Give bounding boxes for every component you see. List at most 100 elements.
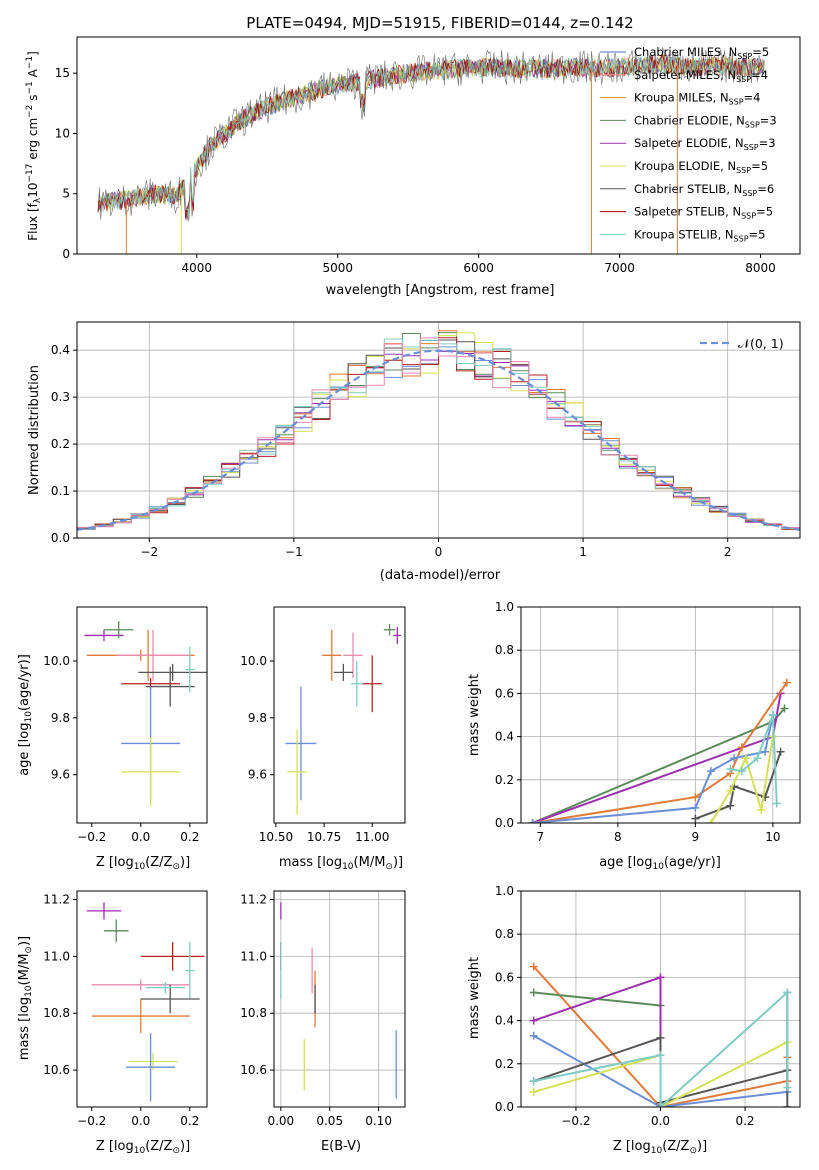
weight-marker <box>757 806 766 815</box>
x-tick-label: 7000 <box>604 261 635 275</box>
axes-frame <box>520 606 801 824</box>
x-tick-label: 0 <box>435 545 443 559</box>
y-tick-label: 0.4 <box>51 343 70 357</box>
y-tick-label: 0.0 <box>495 816 514 830</box>
x-tick-label: 0.0 <box>131 830 150 844</box>
x-tick-label: 0.2 <box>180 1114 199 1128</box>
legend-entry: Kroupa MILES, NSSP=4 <box>634 91 760 107</box>
y-tick-label: 0.8 <box>495 643 514 657</box>
histogram-series <box>77 337 800 529</box>
y-tick-label: 11.2 <box>43 893 70 907</box>
x-tick-label: 0.05 <box>316 1114 343 1128</box>
mass-vs-ebv-xlabel: E(B-V) <box>321 1139 361 1154</box>
y-tick-label: 10.8 <box>43 1006 70 1020</box>
plot-area <box>529 962 792 1107</box>
weight-marker <box>691 793 700 802</box>
spectrum-series <box>97 53 765 218</box>
legend-entry: Kroupa STELIB, NSSP=5 <box>634 227 765 243</box>
residuals-plot: −2 −1 0 1 2 0.0 0.1 0.2 0.3 0.4 𝒩(0, 1) <box>51 321 801 559</box>
x-tick-label: −2 <box>140 545 158 559</box>
weight-series <box>532 714 774 823</box>
y-tick-label: 5 <box>62 187 70 201</box>
y-tick-label: 0 <box>62 247 70 261</box>
weight-marker <box>656 1033 665 1042</box>
mass-weight-vs-metallicity-xlabel: Z [log10(Z/Z⊙)] <box>613 1139 707 1156</box>
y-tick-label: 0.3 <box>51 390 70 404</box>
weight-marker <box>726 765 735 773</box>
age-vs-mass-xlabel: mass [log10(M/M⊙)] <box>279 855 403 872</box>
mass-weight-vs-age-xlabel: age [log10(age/yr)] <box>599 855 721 872</box>
age-vs-mass-panel: 10.50 10.75 11.00 9.6 9.8 10.0 mass [log10(M/… <box>240 606 406 872</box>
spectrum-legend: Chabrier MILES, NSSP=5 Salpeter MILES, NS… <box>600 45 777 243</box>
weight-marker <box>529 1016 538 1025</box>
spectrum-xlabel: wavelength [Angstrom, rest frame] <box>326 283 555 298</box>
y-tick-label: 10 <box>55 126 70 140</box>
weight-marker <box>726 801 735 810</box>
plot-area <box>285 624 402 815</box>
normal-curve <box>77 349 800 531</box>
axes-frame <box>273 606 406 824</box>
mass-weight-vs-age-plot: 7 8 9 10 0.0 0.2 0.4 0.6 0.8 1.0 <box>495 600 801 844</box>
y-tick-label: 11.0 <box>240 949 267 963</box>
residuals-ylabel: Normed distribution <box>27 365 42 495</box>
weight-marker <box>741 754 750 763</box>
legend-entry: Kroupa ELODIE, NSSP=5 <box>634 159 768 175</box>
x-tick-label: 9 <box>692 830 700 844</box>
x-tick-label: 10.75 <box>307 830 341 844</box>
x-tick-label: 4000 <box>182 261 213 275</box>
y-tick-label: 9.8 <box>248 711 267 725</box>
mass-vs-metallicity-xlabel: Z [log10(Z/Z⊙)] <box>96 1139 190 1156</box>
y-tick-label: 0.2 <box>495 773 514 787</box>
plot-area <box>280 902 397 1099</box>
x-tick-label: 7 <box>537 830 545 844</box>
plot-area <box>84 621 207 806</box>
weight-marker <box>737 767 746 776</box>
x-tick-label: 10 <box>765 830 780 844</box>
weight-marker <box>753 754 762 763</box>
weight-marker <box>529 1077 538 1086</box>
legend-entry: Chabrier MILES, NSSP=5 <box>634 45 769 61</box>
x-tick-label: 0.2 <box>735 1114 754 1128</box>
spectrum-plot: 4000 5000 6000 7000 8000 0 5 10 15 Chabrier MILES… <box>55 36 801 275</box>
weight-series <box>533 976 662 1107</box>
mass-vs-metallicity-ylabel: mass [log10(M/M⊙)] <box>17 936 34 1060</box>
x-tick-label: 0.0 <box>131 1114 150 1128</box>
axes-frame <box>76 890 208 1108</box>
y-tick-label: 0.6 <box>495 970 514 984</box>
x-tick-label: 10.50 <box>259 830 293 844</box>
mass-vs-metallicity-panel: −0.2 0.0 0.2 10.6 10.8 11.0 11.2 Z [log10(Z/Z⊙… <box>17 890 208 1156</box>
y-tick-label: 0.0 <box>495 1100 514 1114</box>
age-vs-metallicity-panel: −0.2 0.0 0.2 9.6 9.8 10.0 Z [log10(Z/Z⊙)] age… <box>17 606 208 872</box>
y-tick-label: 10.6 <box>43 1063 70 1077</box>
y-tick-label: 10.8 <box>240 1006 267 1020</box>
legend-entry: Chabrier ELODIE, NSSP=3 <box>634 113 777 129</box>
plot-area <box>86 902 205 1102</box>
mass-vs-metallicity-plot: −0.2 0.0 0.2 10.6 10.8 11.0 11.2 <box>43 890 208 1128</box>
plot-area <box>77 330 800 531</box>
weight-series <box>532 682 788 823</box>
y-tick-label: 0.2 <box>495 1057 514 1071</box>
legend-entry: Salpeter MILES, NSSP=4 <box>634 68 768 84</box>
legend-entry: Salpeter ELODIE, NSSP=3 <box>634 136 776 152</box>
y-tick-label: 0.6 <box>495 686 514 700</box>
x-tick-label: 2 <box>724 545 732 559</box>
y-tick-label: 0.2 <box>51 437 70 451</box>
weight-marker <box>691 803 700 812</box>
legend-entry: 𝒩(0, 1) <box>738 336 784 351</box>
x-tick-label: 5000 <box>322 261 353 275</box>
x-tick-label: 0.0 <box>651 1114 670 1128</box>
age-vs-metallicity-plot: −0.2 0.0 0.2 9.6 9.8 10.0 <box>43 606 208 844</box>
y-tick-label: 9.6 <box>248 768 267 782</box>
weight-marker <box>691 814 700 823</box>
weight-marker <box>529 1087 538 1096</box>
y-tick-label: 11.0 <box>43 949 70 963</box>
legend-entry: Salpeter STELIB, NSSP=5 <box>634 205 773 221</box>
y-tick-label: 10.6 <box>240 1063 267 1077</box>
weight-marker <box>772 799 781 808</box>
weight-marker <box>768 711 777 719</box>
x-tick-label: 8000 <box>745 261 776 275</box>
age-vs-metallicity-xlabel: Z [log10(Z/Z⊙)] <box>96 855 190 872</box>
weight-series <box>695 751 782 820</box>
y-tick-label: 9.8 <box>51 711 70 725</box>
